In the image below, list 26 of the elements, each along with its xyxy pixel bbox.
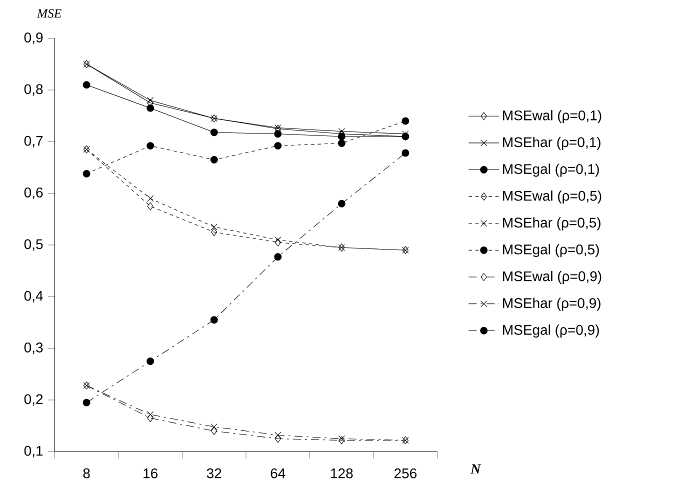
x-tick-label: 64 xyxy=(270,468,286,478)
legend-label: MSEwal (ρ=0,5) xyxy=(503,190,602,204)
legend-label: MSEgal (ρ=0,1) xyxy=(503,164,599,177)
y-tick-label: 0,9 xyxy=(24,32,43,44)
x-tick-label: 128 xyxy=(331,468,353,478)
legend-label: MSEhar (ρ=0,1) xyxy=(503,136,600,150)
y-tick-label: 0,2 xyxy=(24,394,43,406)
y-tick-label: 0,4 xyxy=(24,290,43,302)
legend-label: MSEhar (ρ=0,5) xyxy=(503,217,600,230)
legend-label: MSEgal (ρ=0,9) xyxy=(503,324,599,338)
y-tick-label: 0,1 xyxy=(24,446,43,458)
x-tick-label: 32 xyxy=(206,468,222,478)
y-tick-label: 0,5 xyxy=(24,239,43,251)
legend-label: MSEhar (ρ=0,9) xyxy=(503,298,600,311)
x-tick-label: 16 xyxy=(144,468,158,478)
legend-label: MSEwal (ρ=0,9) xyxy=(503,270,602,284)
y-tick-label: 0,8 xyxy=(24,84,43,96)
legend-label: MSEgal (ρ=0,5) xyxy=(503,244,599,258)
y-tick-label: 0,3 xyxy=(24,342,43,354)
x-tick-label: 8 xyxy=(83,468,90,478)
y-tick-label: 0,6 xyxy=(24,188,43,200)
x-tick-label: 256 xyxy=(394,468,417,478)
legend-label: MSEwal (ρ=0,1) xyxy=(503,110,602,124)
y-axis-title: MSE xyxy=(36,9,62,18)
x-axis-title: N xyxy=(470,464,482,474)
y-tick-label: 0,7 xyxy=(24,136,43,148)
